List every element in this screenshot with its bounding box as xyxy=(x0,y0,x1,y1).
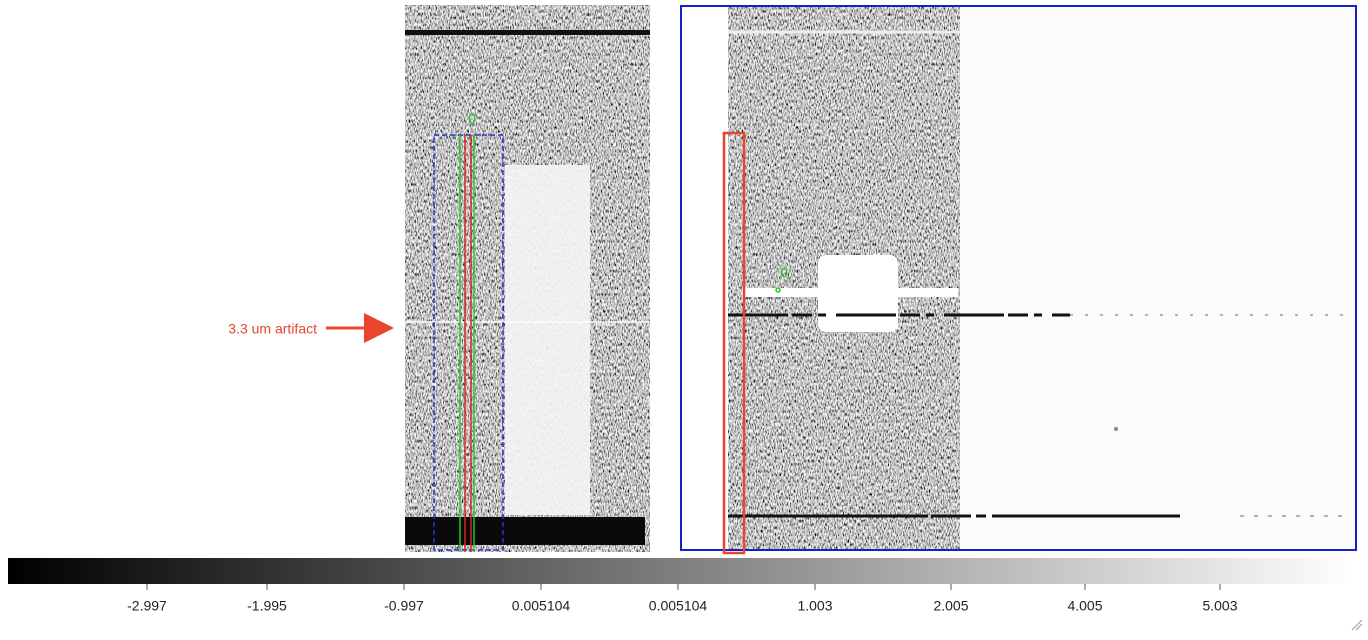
colorbar-label: 0.005104 xyxy=(512,598,571,614)
colorbar-label: -2.997 xyxy=(127,598,167,614)
dark-row xyxy=(405,30,650,35)
colorbar-label: 2.005 xyxy=(933,598,968,614)
blank-region xyxy=(960,7,1356,550)
colorbar-label: 1.003 xyxy=(797,598,832,614)
colorbar-ticks: -2.997 -1.995 -0.997 0.005104 0.005104 1.003 2… xyxy=(127,584,1238,614)
colorbar-label: 0.005104 xyxy=(649,598,708,614)
extraction-box xyxy=(433,134,504,551)
marker-label: 0 xyxy=(780,265,788,281)
speck xyxy=(1114,427,1118,431)
colorbar-label: -1.995 xyxy=(247,598,287,614)
highlight-box xyxy=(722,131,746,555)
bright-blob xyxy=(818,255,898,332)
left-panel: 0 xyxy=(405,5,650,552)
colorbar-label: 5.003 xyxy=(1202,598,1237,614)
bright-region xyxy=(505,165,590,515)
right-panel: 0 xyxy=(680,5,1357,555)
colorbar xyxy=(8,558,1356,584)
colorbar-label: -0.997 xyxy=(384,598,424,614)
marker xyxy=(775,287,781,293)
panel-frame xyxy=(680,5,1357,551)
marker-label: 0 xyxy=(468,111,476,127)
resize-grip xyxy=(1351,619,1363,631)
annotation: 3.3 um artifact xyxy=(228,321,317,337)
colorbar-label: 4.005 xyxy=(1067,598,1102,614)
dark-band xyxy=(405,517,645,545)
